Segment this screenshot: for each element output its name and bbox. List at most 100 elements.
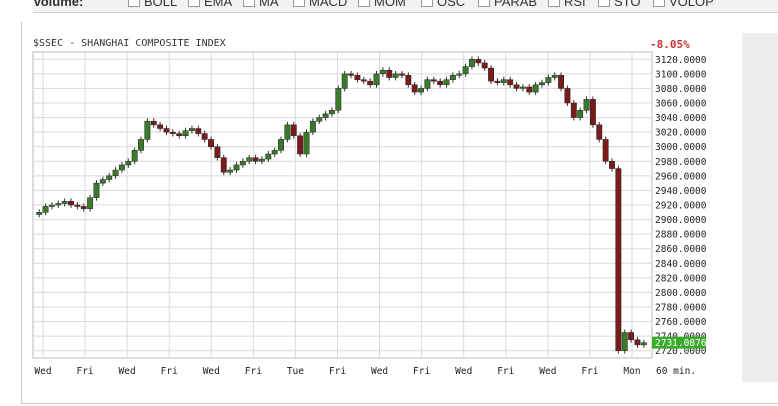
candle (316, 117, 323, 122)
checkbox-icon[interactable] (188, 0, 200, 7)
candle (208, 139, 214, 147)
candle (437, 80, 444, 86)
candle (87, 197, 94, 209)
candle (500, 79, 507, 83)
candle (519, 86, 526, 89)
candle (602, 139, 609, 162)
candle (494, 80, 501, 83)
candle (609, 161, 615, 169)
candle (214, 146, 221, 158)
candle (456, 73, 463, 76)
candle (48, 204, 55, 207)
x-tick-label: Fri (161, 366, 178, 377)
y-tick-label: 2920.0000 (655, 201, 707, 212)
candle (449, 75, 456, 80)
candle (118, 164, 125, 171)
y-tick-label: 3040.0000 (655, 113, 707, 124)
y-tick-label: 2860.0000 (655, 244, 707, 255)
candle (341, 73, 348, 89)
candle (583, 99, 590, 111)
x-tick-label: Fri (581, 366, 598, 377)
candle (112, 169, 119, 177)
indicator-rsi[interactable]: RSI (548, 0, 586, 9)
candle (348, 73, 354, 76)
candle (640, 342, 647, 346)
candle (68, 201, 74, 206)
indicator-boll[interactable]: BOLL (128, 0, 178, 9)
indicator-sto[interactable]: STO (598, 0, 641, 9)
candle (462, 66, 469, 75)
candle (392, 73, 399, 78)
candle (507, 79, 514, 86)
last-price-badge (652, 336, 706, 349)
candle (481, 62, 488, 69)
candle (424, 79, 431, 89)
indicator-osc[interactable]: OSC (421, 0, 466, 9)
y-tick-label: 2900.0000 (655, 215, 707, 226)
x-tick-label: Mon (623, 366, 640, 377)
indicator-label: MACD (309, 0, 348, 9)
candle (418, 88, 424, 93)
y-tick-label: 2840.0000 (655, 259, 707, 270)
candle (430, 79, 437, 82)
candle (278, 139, 284, 151)
indicator-volume: Volume: (33, 0, 83, 9)
y-tick-label: 3060.0000 (655, 99, 707, 110)
candle (488, 67, 494, 82)
indicator-mom[interactable]: MOM (358, 0, 406, 9)
candle (36, 212, 43, 215)
candle (469, 59, 475, 67)
checkbox-icon[interactable] (548, 0, 560, 7)
candle (201, 133, 208, 140)
y-tick-label: 2940.0000 (655, 186, 707, 197)
candle (297, 135, 304, 155)
x-axis: Wed Fri Wed Fri Wed Fri Tue Fri Wed Fri Wed Fri Wed F… (34, 366, 696, 377)
last-price-marker: 2731.0876 (652, 336, 707, 349)
x-tick-label: Wed (119, 366, 136, 377)
indicator-label: STO (614, 0, 641, 9)
candle (399, 73, 405, 76)
indicator-ema[interactable]: EMA (188, 0, 232, 9)
indicator-volop[interactable]: VOLOP (653, 0, 714, 9)
indicator-macd[interactable]: MACD (293, 0, 348, 9)
x-tick-label: Fri (329, 366, 346, 377)
indicator-label: OSC (437, 0, 466, 9)
candle (411, 84, 418, 93)
indicator-label: MA (259, 0, 279, 9)
candle (169, 131, 176, 134)
candle (564, 88, 571, 104)
candle (615, 168, 622, 351)
candle (74, 204, 81, 207)
checkbox-icon[interactable] (653, 0, 665, 7)
candle (475, 59, 482, 64)
chart-title: $SSEC - SHANGHAI COMPOSITE INDEX (33, 38, 226, 49)
indicator-label: BOLL (144, 0, 178, 9)
candles (36, 56, 647, 354)
indicator-ma[interactable]: MA (243, 0, 279, 9)
checkbox-icon[interactable] (128, 0, 140, 7)
checkbox-icon[interactable] (598, 0, 610, 7)
candle (539, 82, 545, 86)
candle (405, 75, 412, 86)
candle (182, 130, 189, 137)
checkbox-icon[interactable] (293, 0, 305, 7)
x-tick-label: Fri (413, 366, 430, 377)
checkbox-icon[interactable] (478, 0, 490, 7)
candle (290, 124, 297, 137)
checkbox-icon[interactable] (358, 0, 370, 7)
y-tick-label: 2880.0000 (655, 230, 707, 241)
candle (80, 206, 87, 209)
y-tick-label: 2800.0000 (655, 288, 707, 299)
x-tick-label: Wed (203, 366, 220, 377)
candle (354, 75, 361, 80)
checkbox-icon[interactable] (243, 0, 255, 7)
candle (284, 124, 291, 140)
candle (513, 84, 520, 89)
y-tick-label: 3080.0000 (655, 84, 707, 95)
percent-change: -8.05% (650, 38, 690, 51)
indicator-parab[interactable]: PARAB (478, 0, 537, 9)
checkbox-icon[interactable] (421, 0, 433, 7)
candle (189, 128, 195, 131)
candle (93, 182, 100, 198)
